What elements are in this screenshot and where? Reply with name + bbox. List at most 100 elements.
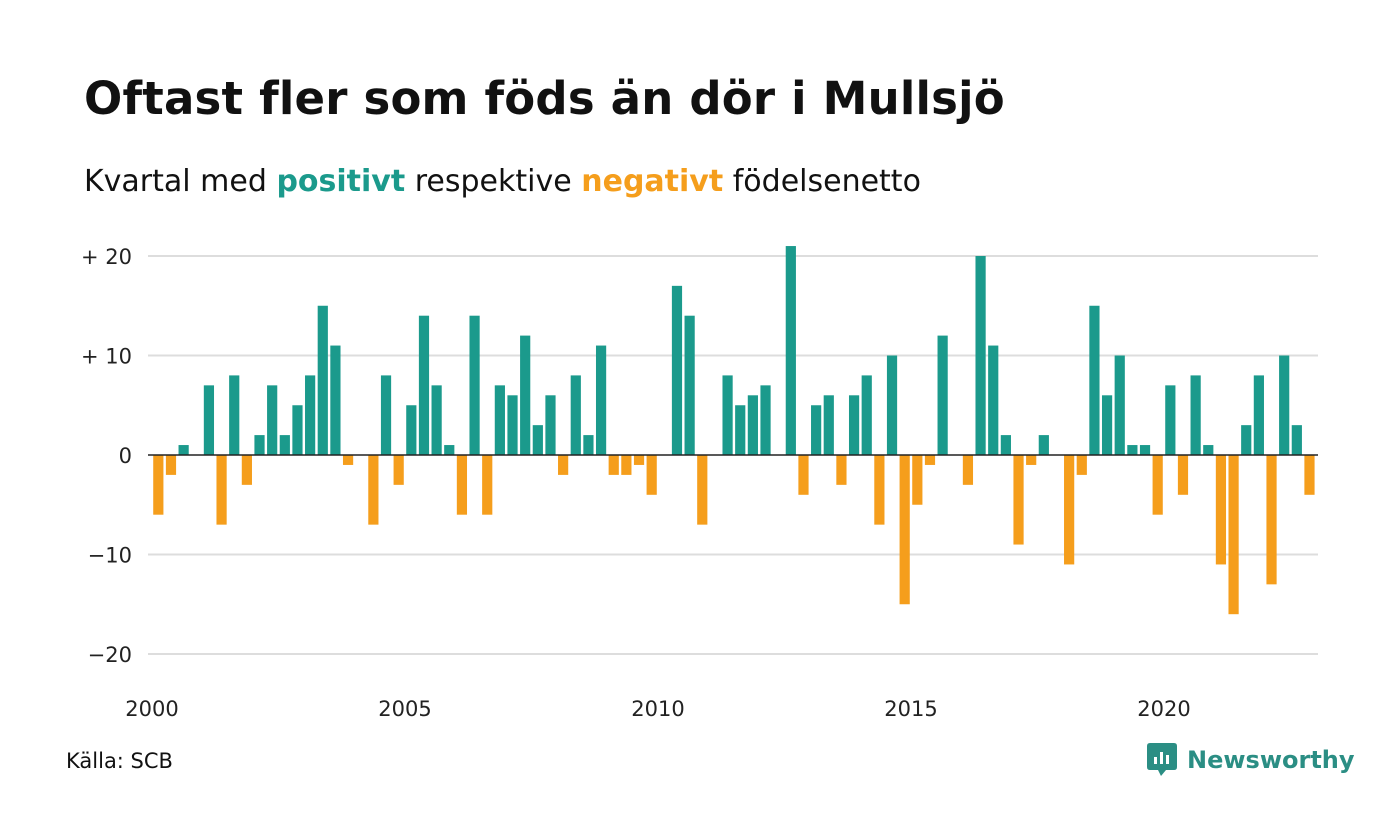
bar-positive [595,345,607,455]
bar-positive [469,315,480,455]
bar-negative [342,455,354,465]
subtitle-middle: respektive [414,164,572,199]
bar-positive [1253,375,1264,455]
bar-positive [1139,445,1151,455]
bar-positive [305,375,316,455]
bar-positive [684,315,695,455]
y-axis-ticks: + 20 + 10 0 −10 −20 [81,245,132,667]
bar-negative [1215,455,1227,565]
y-tick-label: 0 [119,444,132,468]
brand-name: Newsworthy [1187,746,1355,774]
bar-positive [254,435,265,455]
bar-positive [583,435,594,455]
bar-negative [621,455,632,475]
source-note: Källa: SCB [66,749,173,773]
bar-positive [444,445,455,455]
bar-positive [861,375,872,455]
gridlines [148,255,1318,655]
bar-negative [798,455,809,495]
bar-positive [722,375,733,455]
bar-negative [393,455,404,485]
bar-negative [962,455,974,485]
bar-negative [1152,455,1163,515]
bar-positive [380,375,392,455]
x-tick-label: 2015 [884,697,937,721]
bar-positive [229,375,240,455]
bar-positive [545,395,556,455]
bar-positive [1291,425,1302,455]
bar-positive [267,385,278,455]
brand-logo[interactable]: Newsworthy [1147,743,1355,777]
bar-negative [1266,455,1277,585]
bar-positive [735,405,746,455]
bar-positive [330,345,341,455]
bar-negative [456,455,468,515]
bars [153,246,1315,615]
bar-positive [406,405,417,455]
bar-negative [924,455,936,465]
legend-positive-label: positivt [276,164,406,199]
bar-positive [848,395,860,455]
bar-negative [165,455,177,475]
bar-positive [203,385,215,455]
bar-negative [633,455,645,465]
chart-subtitle: Kvartal med positivt respektive negativt… [84,164,921,199]
bar-positive [494,385,505,455]
y-tick-label: + 20 [81,245,132,269]
bar-negative [646,455,657,495]
y-tick-label: −10 [88,544,132,568]
bar-negative [836,455,847,485]
bar-negative [241,455,252,485]
bar-negative [1228,455,1239,615]
bar-negative [368,455,379,525]
bar-negative [153,455,164,515]
bar-negative [482,455,493,515]
bar-positive [1190,375,1201,455]
x-tick-label: 2005 [378,697,431,721]
x-tick-label: 2000 [125,697,178,721]
bar-positive [1203,445,1214,455]
bar-positive [1114,355,1125,455]
bar-positive [1000,435,1011,455]
legend-negative-label: negativt [581,164,724,199]
bar-positive [671,285,683,455]
y-tick-label: −20 [88,643,132,667]
bar-positive [975,256,986,455]
bar-positive [886,355,898,455]
bar-positive [811,405,822,455]
bar-positive [532,425,543,455]
bar-positive [418,315,430,455]
bar-positive [520,335,531,455]
bar-positive [292,405,303,455]
bar-positive [1089,305,1100,455]
subtitle-prefix: Kvartal med [84,164,267,199]
bar-positive [760,385,771,455]
bar-positive [988,345,999,455]
bar-positive [279,435,290,455]
bar-negative [874,455,885,525]
subtitle-suffix: födelsenetto [732,164,921,199]
bar-negative [558,455,569,475]
x-axis-ticks: 2000 2005 2010 2015 2020 [125,697,1190,721]
x-tick-label: 2010 [631,697,684,721]
bar-negative [1026,455,1037,465]
bar-negative [608,455,619,475]
bar-positive [937,335,948,455]
bar-positive [431,385,442,455]
bar-positive [1038,435,1049,455]
bar-negative [1064,455,1075,565]
bar-negative [1076,455,1087,475]
bar-positive [1241,425,1252,455]
bar-negative [1177,455,1189,495]
bar-negative [1013,455,1024,545]
bar-negative [216,455,227,525]
y-tick-label: + 10 [81,345,132,369]
bar-positive [570,375,581,455]
bar-positive [317,305,328,455]
bar-positive [1279,355,1290,455]
bar-positive [507,395,518,455]
bar-negative [697,455,708,525]
bar-negative [1304,455,1315,495]
chart-title: Oftast fler som föds än dör i Mullsjö [84,72,1005,125]
